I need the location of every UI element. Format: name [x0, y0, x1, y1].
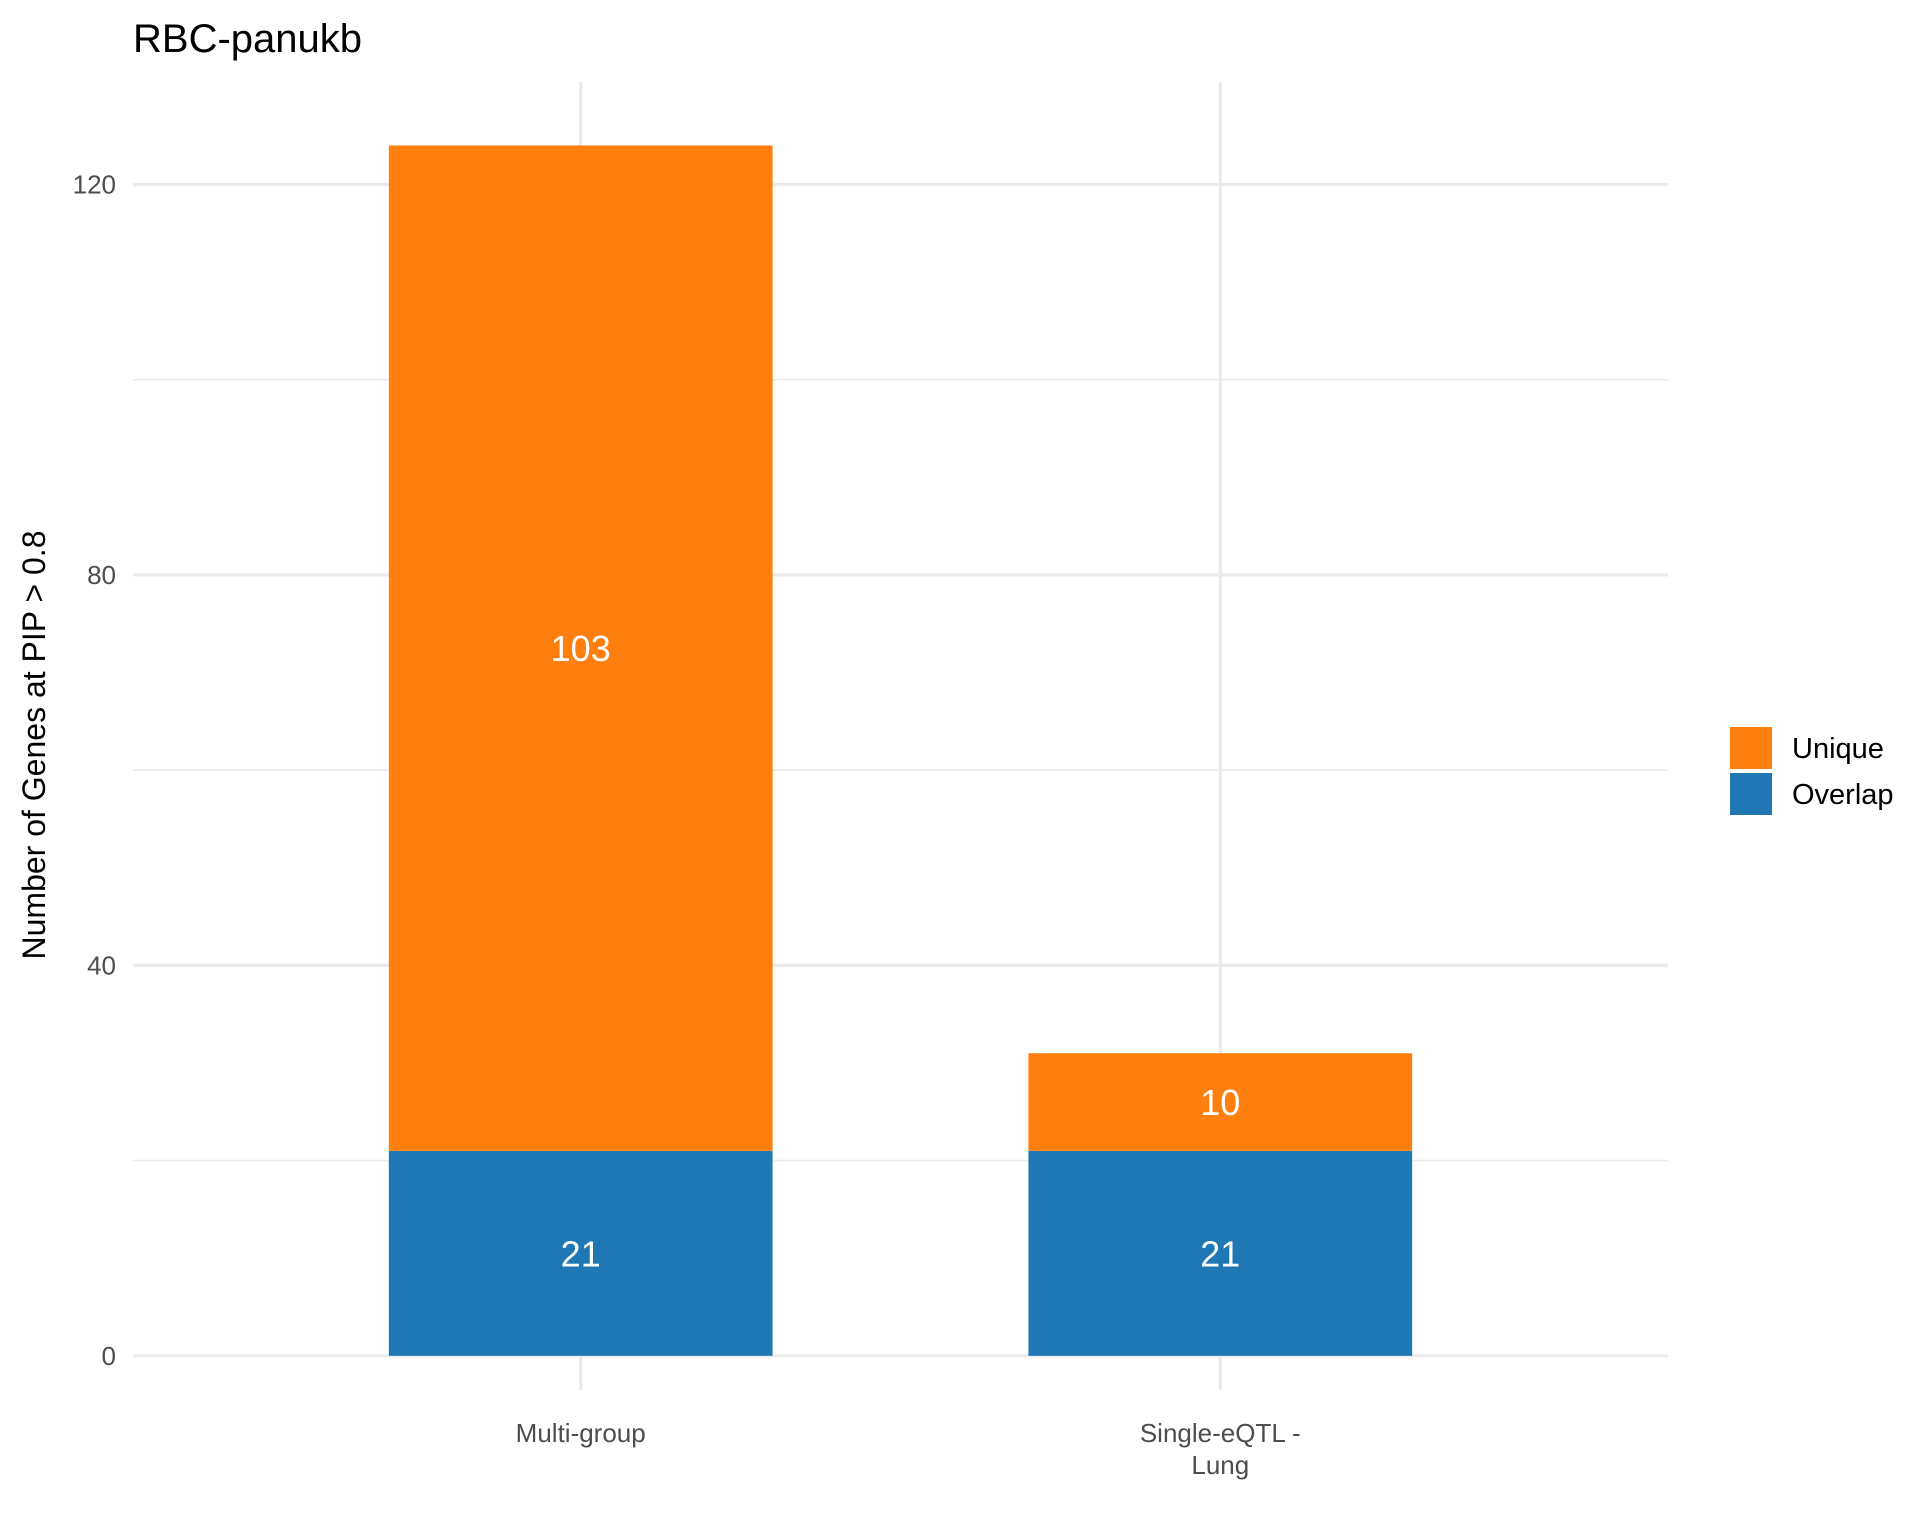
legend-label-overlap: Overlap [1792, 779, 1894, 811]
bar-overlap-1 [388, 1150, 773, 1356]
y-tick-label: 0 [102, 1341, 116, 1371]
legend-key-overlap [1730, 773, 1772, 815]
bar-value-label: 103 [551, 628, 611, 669]
chart-title: RBC-panukb [133, 17, 362, 61]
legend-label-unique: Unique [1792, 733, 1884, 765]
y-tick-label: 80 [87, 560, 116, 590]
bars [388, 145, 1413, 1356]
bar-unique-1 [388, 145, 773, 1151]
x-tick-label: Single-eQTL -Lung [1140, 1418, 1301, 1480]
bar-value-label: 21 [561, 1233, 601, 1274]
bar-value-label: 21 [1200, 1233, 1240, 1274]
bar-labels: 21 103 21 10 [551, 628, 1241, 1274]
bar-unique-2 [1028, 1053, 1413, 1151]
y-tick-label: 120 [73, 169, 116, 199]
legend: Unique Overlap [1730, 727, 1894, 815]
legend-key-unique [1730, 727, 1772, 769]
x-tick-label: Multi-group [516, 1418, 646, 1448]
y-axis-title: Number of Genes at PIP > 0.8 [16, 531, 52, 960]
bar-overlap-2 [1028, 1150, 1413, 1356]
y-axis-ticks: 0 40 80 120 [73, 169, 116, 1370]
bar-value-label: 10 [1200, 1082, 1240, 1123]
y-tick-label: 40 [87, 950, 116, 980]
x-axis-ticks: Multi-group Single-eQTL -Lung [516, 1418, 1301, 1480]
